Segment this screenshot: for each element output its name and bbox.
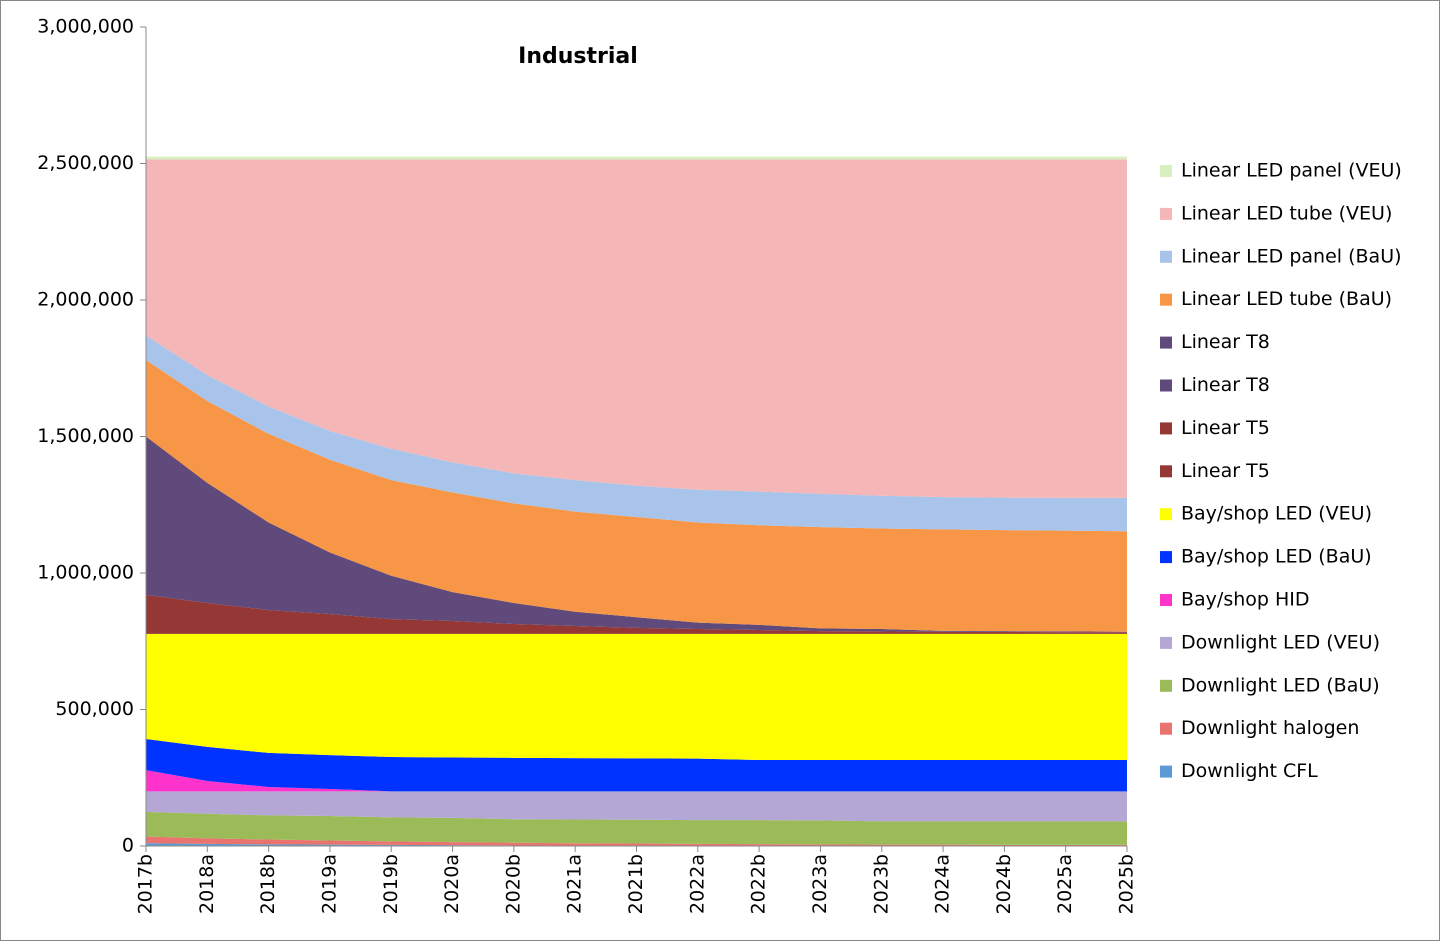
area [146,738,1127,792]
legend-swatch [1160,207,1172,220]
y-tick-label: 1,500,000 [37,425,134,447]
x-tick-label: 2025a [1054,854,1076,914]
legend-swatch [1160,379,1172,392]
area [146,436,1127,633]
x-tick-label: 2020b [502,854,524,914]
area [146,156,1127,160]
y-tick-label: 1,000,000 [37,562,134,584]
legend-label: Linear LED tube (VEU) [1181,202,1392,224]
legend-swatch [1160,293,1172,306]
legend-swatch [1160,551,1172,564]
legend-swatch [1160,765,1172,778]
legend-label: Linear T8 [1181,331,1270,353]
area [146,791,1127,822]
x-tick-label: 2018b [257,854,279,914]
legend-swatch [1160,250,1172,263]
legend-swatch [1160,679,1172,692]
legend-label: Linear LED tube (BaU) [1181,288,1392,310]
legend-swatch [1160,336,1172,349]
legend-swatch [1160,636,1172,649]
legend-label: Downlight halogen [1181,717,1359,739]
y-tick-label: 2,000,000 [37,289,134,311]
legend-label: Linear LED panel (VEU) [1181,160,1402,182]
y-tick-label: 500,000 [55,698,134,720]
y-tick-label: 2,500,000 [37,152,134,174]
legend-label: Linear T8 [1181,374,1270,396]
x-tick-label: 2020a [441,854,463,914]
legend-label: Bay/shop LED (BaU) [1181,546,1372,568]
legend-label: Downlight LED (VEU) [1181,631,1380,653]
x-tick-label: 2019a [318,854,340,914]
area [146,770,1127,792]
legend-label: Linear LED panel (BaU) [1181,245,1402,267]
legend-label: Bay/shop HID [1181,589,1310,611]
area [146,811,1127,845]
x-tick-label: 2021b [625,854,647,914]
x-tick-label: 2022b [748,854,770,914]
x-tick-label: 2023a [809,854,831,914]
x-tick-label: 2019b [380,854,402,914]
legend-label: Bay/shop LED (VEU) [1181,503,1372,525]
area [146,633,1127,761]
area [146,594,1127,634]
legend-label: Linear T5 [1181,417,1270,439]
legend-swatch [1160,165,1172,177]
x-tick-label: 2018a [196,854,218,914]
chart-title: Industrial [518,44,638,69]
x-tick-label: 2023b [870,854,892,914]
x-tick-label: 2024b [993,854,1015,914]
x-tick-label: 2024a [932,854,954,914]
area [146,360,1127,632]
legend-label: Downlight LED (BaU) [1181,674,1380,696]
legend-swatch [1160,465,1172,478]
area [146,159,1127,498]
legend-label: Linear T5 [1181,460,1270,482]
y-tick-label: 3,000,000 [37,16,134,38]
legend-swatch [1160,422,1172,435]
x-tick-label: 2017b [135,854,157,914]
legend-label: Downlight CFL [1181,760,1318,782]
area [146,843,1127,846]
x-tick-label: 2021a [564,854,586,914]
area [146,335,1127,532]
x-tick-label: 2022a [686,854,708,914]
area [146,836,1127,846]
legend-swatch [1160,722,1172,735]
legend-swatch [1160,594,1172,606]
y-tick-label: 0 [122,835,134,857]
legend-swatch [1160,508,1172,521]
x-tick-label: 2025b [1116,854,1138,914]
